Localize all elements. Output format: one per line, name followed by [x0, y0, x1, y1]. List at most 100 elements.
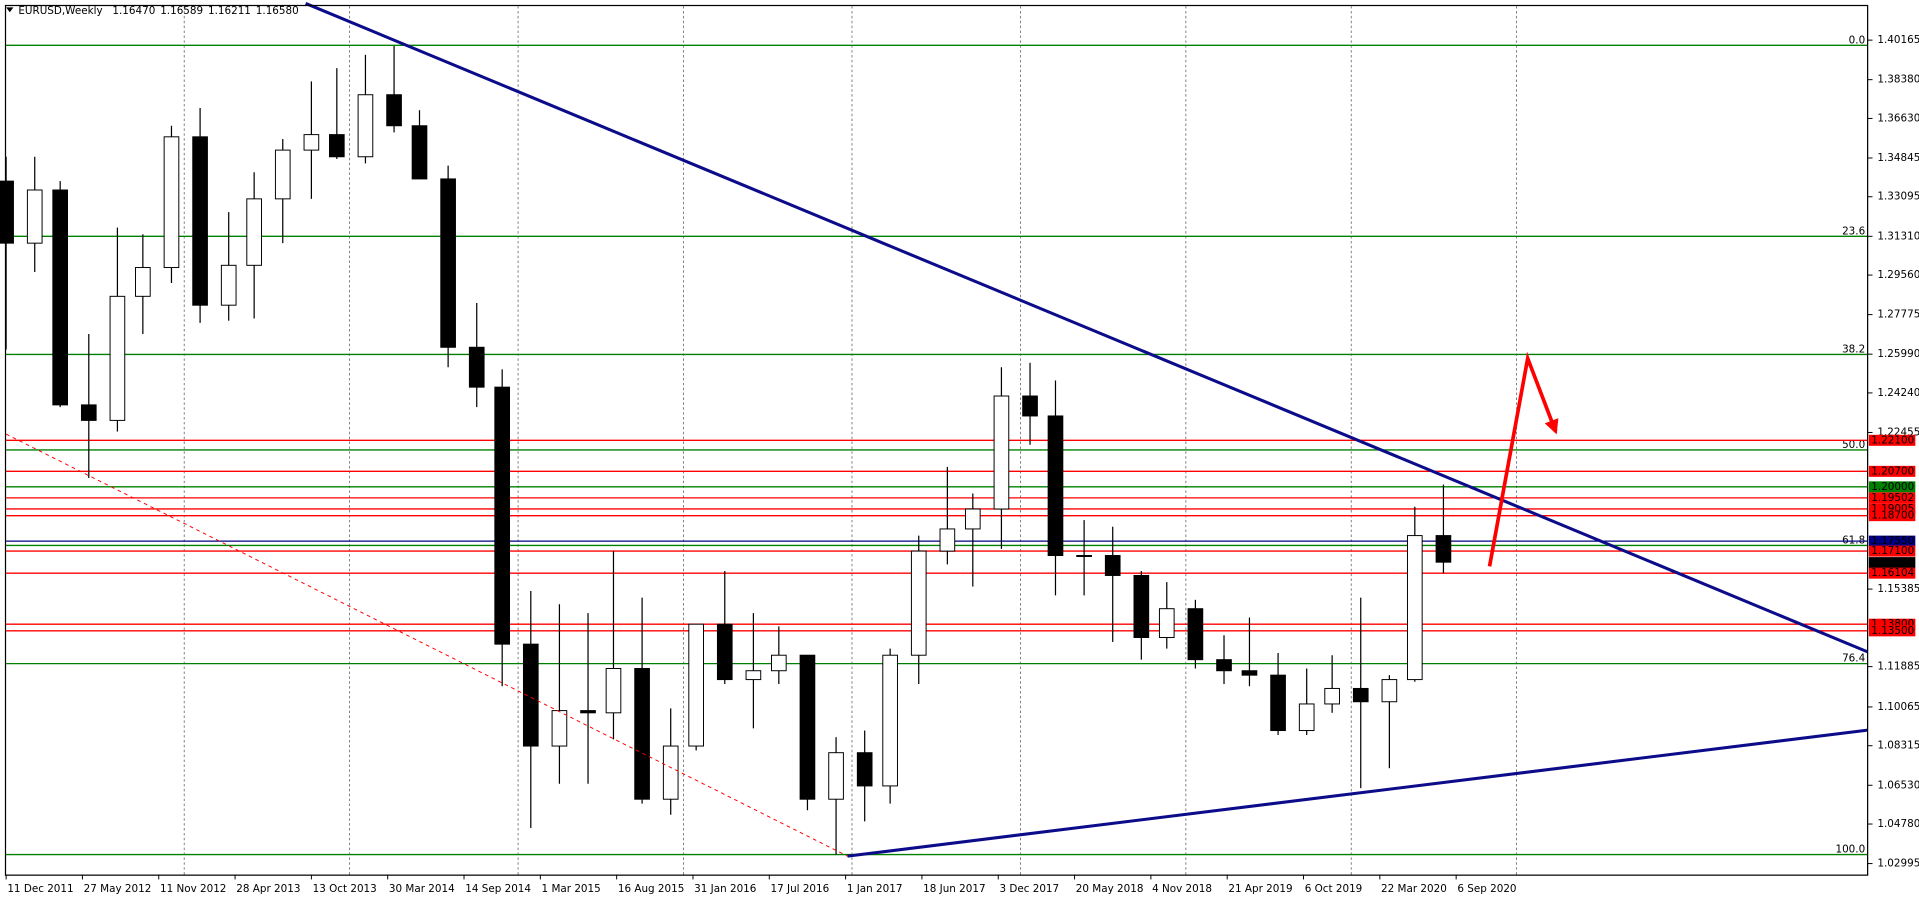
level-label: 1.17550	[1871, 535, 1914, 547]
x-tick-label: 18 Jun 2017	[923, 883, 985, 895]
candle-body	[993, 395, 1010, 510]
y-tick-label: 1.40165	[1877, 34, 1919, 46]
x-tick-label: 14 Sep 2014	[465, 883, 531, 895]
candle-body	[26, 189, 43, 244]
y-tick-label: 1.31310	[1877, 230, 1919, 242]
candle-body	[274, 149, 291, 200]
level-tag	[1868, 481, 1916, 493]
candle-body	[52, 189, 69, 406]
level-tag	[1868, 465, 1916, 477]
candle-body	[357, 94, 374, 158]
candle-body	[856, 752, 873, 787]
candle-body	[910, 550, 927, 656]
x-tick-label: 27 May 2012	[84, 883, 152, 895]
candle-body	[1324, 687, 1340, 705]
level-label: 1.22100	[1871, 434, 1914, 446]
y-tick-label: 1.25990	[1877, 348, 1919, 360]
level-label: 1.16580	[1871, 557, 1914, 569]
candle-body	[1104, 555, 1121, 576]
candle-body	[1381, 679, 1398, 703]
level-label: 1.16104	[1871, 567, 1914, 579]
candle-body	[80, 404, 97, 421]
trend-line	[305, 2, 1869, 654]
candle-body	[580, 710, 596, 714]
y-tick-label: 1.24240	[1877, 387, 1919, 399]
candle-body	[662, 745, 679, 800]
candle-body	[220, 264, 237, 306]
level-label: 1.20000	[1871, 481, 1914, 493]
y-tick-label: 1.02995	[1877, 858, 1919, 870]
plot-frame	[4, 4, 1869, 876]
candle-body	[494, 386, 511, 645]
y-tick-label: 1.06530	[1877, 779, 1919, 791]
candle-body	[716, 623, 733, 681]
fib-label: 23.6	[1842, 225, 1865, 237]
candle-body	[411, 125, 428, 180]
level-label: 1.20700	[1871, 465, 1914, 477]
candle-body	[1216, 659, 1232, 672]
y-tick-label: 1.08315	[1877, 740, 1919, 752]
level-label: 1.13500	[1871, 625, 1914, 637]
y-tick-label: 1.29560	[1877, 269, 1919, 281]
candle-body	[1352, 687, 1369, 703]
candle-body	[799, 654, 816, 800]
y-tick-label: 1.10065	[1877, 701, 1919, 713]
candle-body	[135, 267, 151, 297]
trend-line	[1487, 351, 1559, 567]
candle-body	[964, 508, 981, 530]
candle-body	[745, 670, 762, 681]
header: EURUSD,Weekly 1.16470 1.16589 1.16211 1.1658…	[18, 5, 298, 17]
candle-body	[163, 136, 180, 269]
candle-body	[1270, 674, 1286, 732]
level-tag	[1868, 557, 1916, 569]
x-tick-label: 3 Dec 2017	[999, 883, 1059, 895]
candle-body	[1187, 608, 1204, 661]
x-tick-label: 13 Oct 2013	[313, 883, 377, 895]
candle-body	[303, 134, 320, 151]
x-tick-label: 22 Mar 2020	[1381, 883, 1447, 895]
y-tick-label: 1.27775	[1877, 309, 1919, 321]
x-tick-label: 6 Oct 2019	[1305, 883, 1363, 895]
y-tick-label: 1.34845	[1877, 152, 1919, 164]
candle-body	[246, 198, 262, 266]
candle-body	[1022, 395, 1038, 417]
candle-body	[1047, 415, 1064, 557]
level-tag	[1868, 545, 1916, 557]
header-value: 1.16580	[256, 5, 299, 17]
x-tick-label: 11 Dec 2011	[7, 883, 73, 895]
y-tick-label: 1.04780	[1877, 818, 1919, 830]
symbol: EURUSD,Weekly	[18, 5, 102, 17]
x-tick-label: 6 Sep 2020	[1457, 883, 1516, 895]
level-label: 1.18700	[1871, 510, 1914, 522]
y-tick-label: 1.38380	[1877, 74, 1919, 86]
x-tick-label: 1 Mar 2015	[542, 883, 601, 895]
candle-body	[939, 528, 956, 552]
fib-label: 38.2	[1842, 344, 1865, 356]
header-value: 1.16211	[208, 5, 251, 17]
candle-body	[688, 623, 704, 747]
x-tick-label: 16 Aug 2015	[618, 883, 684, 895]
candle-body	[1158, 608, 1175, 638]
candle-body	[882, 654, 898, 787]
candle-body	[386, 94, 402, 127]
x-tick-label: 21 Apr 2019	[1228, 883, 1292, 895]
candle-body	[1435, 535, 1452, 563]
x-tick-label: 28 Apr 2013	[236, 883, 300, 895]
candle-body	[1133, 574, 1150, 638]
x-tick-label: 17 Jul 2016	[771, 883, 830, 895]
fib-label: 100.0	[1835, 844, 1865, 856]
candle-body	[605, 668, 622, 714]
level-tag	[1868, 492, 1916, 504]
candle-body	[468, 346, 485, 388]
candle-body	[0, 180, 14, 244]
level-tag	[1868, 510, 1916, 522]
x-tick-label: 31 Jan 2016	[694, 883, 756, 895]
candle-body	[771, 654, 787, 672]
x-tick-label: 1 Jan 2017	[847, 883, 903, 895]
candle-body	[522, 643, 539, 747]
axes: 1.40165 1.38380 1.36630 1.34845 1.33095 1.313…	[5, 34, 1919, 895]
level-tag	[1868, 625, 1916, 637]
